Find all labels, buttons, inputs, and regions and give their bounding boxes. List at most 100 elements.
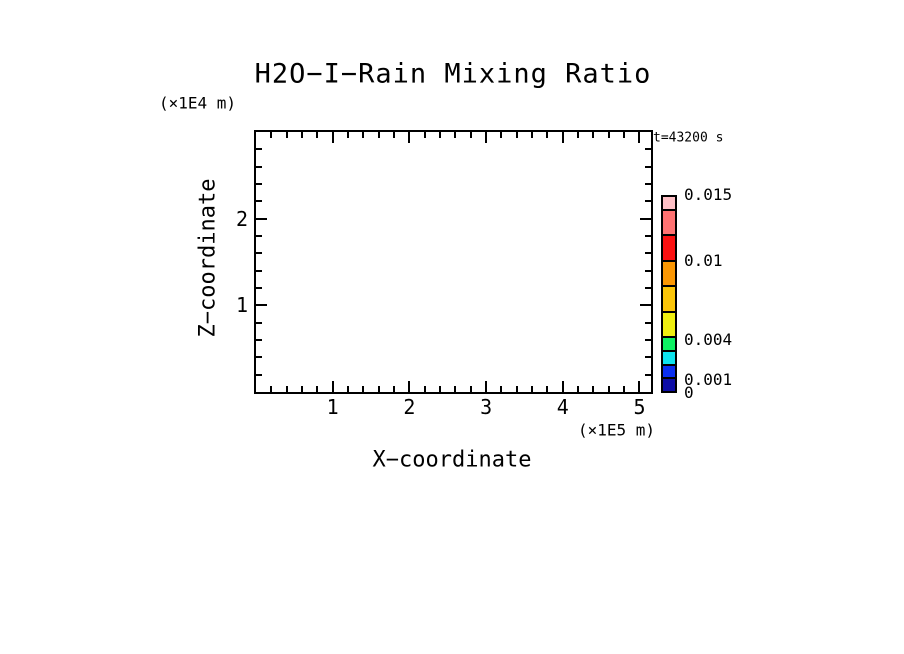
time-annotation: t=43200 s xyxy=(653,130,724,146)
x-minor-tick xyxy=(546,386,549,392)
x-minor-tick xyxy=(515,132,518,138)
x-major-tick xyxy=(408,132,411,143)
y-minor-tick xyxy=(645,183,651,185)
y-minor-tick xyxy=(645,165,651,168)
y-axis-tick-label: 1 xyxy=(235,293,248,318)
colorbar-segment xyxy=(663,377,675,392)
colorbar-tick-label: 0.001 xyxy=(684,369,733,389)
y-minor-tick xyxy=(645,269,651,272)
x-major-tick xyxy=(408,381,411,392)
x-minor-tick xyxy=(393,386,396,392)
x-minor-tick xyxy=(592,132,595,138)
colorbar-tick-label: 0.015 xyxy=(684,185,733,204)
plot-title: H2O−I−Rain Mixing Ratio xyxy=(254,58,652,90)
x-minor-tick xyxy=(439,132,442,138)
y-minor-tick xyxy=(256,252,262,255)
y-minor-tick xyxy=(645,287,651,289)
y-minor-tick xyxy=(645,148,651,151)
x-minor-tick xyxy=(347,386,350,392)
y-major-tick xyxy=(640,217,651,220)
x-major-tick xyxy=(561,381,564,392)
y-minor-tick xyxy=(256,165,262,168)
x-axis-tick-label: 5 xyxy=(633,395,646,419)
x-axis-tick-label: 1 xyxy=(326,395,339,419)
y-minor-tick xyxy=(645,200,651,203)
y-minor-tick xyxy=(256,269,262,272)
x-minor-tick xyxy=(316,386,319,392)
x-minor-tick xyxy=(515,386,518,392)
colorbar-segment xyxy=(663,310,675,337)
plot-area xyxy=(254,130,653,394)
y-minor-tick xyxy=(645,235,651,237)
x-minor-tick xyxy=(623,386,626,392)
x-axis-tick-label: 2 xyxy=(403,395,416,419)
y-minor-tick xyxy=(256,287,262,289)
colorbar-tick-label: 0.01 xyxy=(684,251,723,270)
colorbar-segment xyxy=(663,336,675,350)
x-axis-label: X−coordinate xyxy=(372,447,532,473)
colorbar-segment xyxy=(663,208,675,235)
y-minor-tick xyxy=(256,200,262,203)
y-minor-tick xyxy=(645,339,651,341)
x-minor-tick xyxy=(546,132,549,138)
x-minor-tick xyxy=(454,386,457,392)
y-axis-unit: (×1E4 m) xyxy=(159,93,237,113)
x-axis-tick-label: 4 xyxy=(556,395,569,419)
colorbar-segment xyxy=(663,349,675,364)
x-minor-tick xyxy=(362,132,365,138)
x-minor-tick xyxy=(377,386,380,392)
x-minor-tick xyxy=(270,386,273,392)
colorbar xyxy=(661,195,677,393)
x-minor-tick xyxy=(469,386,472,392)
x-minor-tick xyxy=(362,386,365,392)
y-minor-tick xyxy=(256,148,262,151)
y-major-tick xyxy=(640,304,651,307)
y-minor-tick xyxy=(256,356,262,359)
x-major-tick xyxy=(561,132,564,143)
x-minor-tick xyxy=(531,386,534,392)
y-minor-tick xyxy=(256,183,262,185)
x-minor-tick xyxy=(469,132,472,138)
y-minor-tick xyxy=(645,321,651,324)
y-minor-tick xyxy=(256,321,262,324)
x-minor-tick xyxy=(270,132,273,138)
y-axis-label: Z−coordinate xyxy=(195,178,221,338)
x-minor-tick xyxy=(454,132,457,138)
y-axis-tick-label: 2 xyxy=(235,206,248,231)
x-minor-tick xyxy=(577,132,580,138)
colorbar-tick-label: 0.004 xyxy=(684,330,733,350)
x-axis-tick-label: 3 xyxy=(480,395,493,419)
x-minor-tick xyxy=(285,132,288,138)
x-major-tick xyxy=(331,381,334,392)
colorbar-segment xyxy=(663,285,675,311)
colorbar-segment xyxy=(663,197,675,209)
x-minor-tick xyxy=(393,132,396,138)
colorbar-segment xyxy=(663,234,675,260)
x-minor-tick xyxy=(285,386,288,392)
x-minor-tick xyxy=(423,132,426,138)
x-minor-tick xyxy=(347,132,350,138)
x-major-tick xyxy=(485,132,488,143)
x-minor-tick xyxy=(607,386,610,392)
y-minor-tick xyxy=(645,252,651,255)
colorbar-segment xyxy=(663,363,675,378)
x-minor-tick xyxy=(316,132,319,138)
x-major-tick xyxy=(485,381,488,392)
y-major-tick xyxy=(256,304,267,307)
x-minor-tick xyxy=(301,386,304,392)
x-minor-tick xyxy=(439,386,442,392)
y-minor-tick xyxy=(645,356,651,359)
y-major-tick xyxy=(256,217,267,220)
x-minor-tick xyxy=(500,132,503,138)
x-minor-tick xyxy=(301,132,304,138)
colorbar-tick-label: 0 xyxy=(684,383,694,402)
x-minor-tick xyxy=(623,132,626,138)
x-minor-tick xyxy=(500,386,503,392)
x-major-tick xyxy=(331,132,334,143)
x-major-tick xyxy=(638,132,641,143)
y-minor-tick xyxy=(256,235,262,237)
x-axis-unit: (×1E5 m) xyxy=(577,420,655,440)
x-minor-tick xyxy=(377,132,380,138)
y-minor-tick xyxy=(256,373,262,376)
x-minor-tick xyxy=(577,386,580,392)
